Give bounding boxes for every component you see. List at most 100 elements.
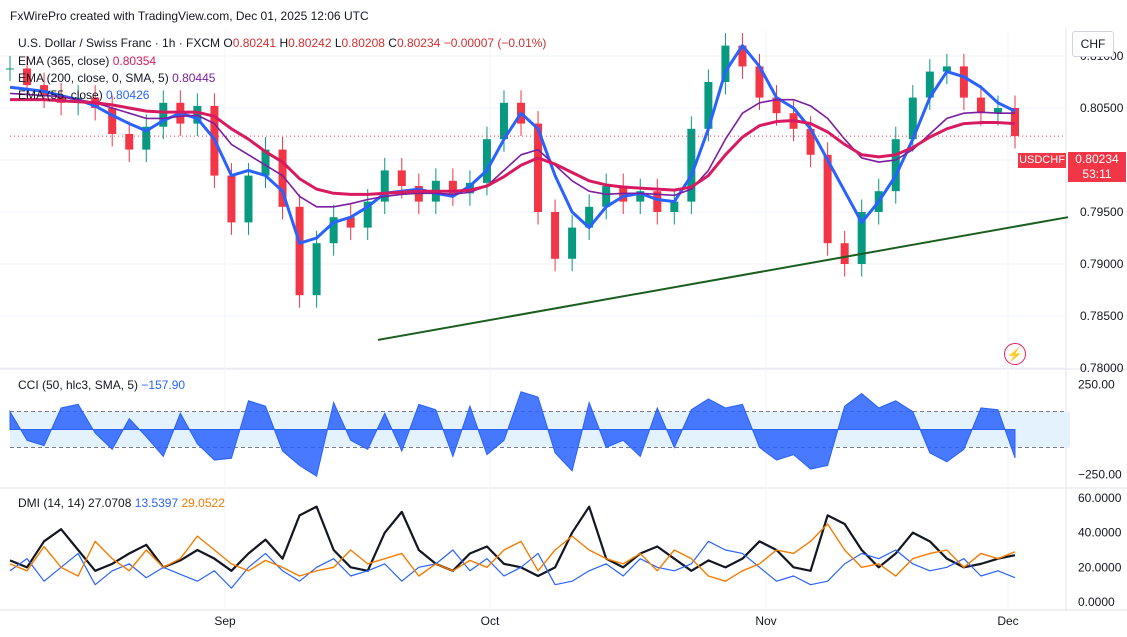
candle-body (687, 128, 696, 202)
candle-body (142, 126, 151, 150)
trendline (377, 216, 1069, 341)
candle-body (534, 123, 543, 212)
ema55-legend[interactable]: EMA (55, close) 0.80426 (18, 88, 149, 102)
dmi-label: DMI (14, 14) (18, 496, 85, 510)
candle-body (602, 186, 611, 207)
candle-body (346, 217, 355, 228)
candle-body (329, 217, 338, 244)
last-price-tag: 0.80234 53:11 (1068, 152, 1126, 182)
candle-body (312, 243, 321, 296)
candle-body (823, 154, 832, 244)
bar-countdown: 53:11 (1082, 167, 1112, 181)
candle-body (159, 102, 168, 127)
candle-body (857, 212, 866, 264)
candle-body (57, 95, 66, 103)
adx-value: 27.0708 (88, 496, 132, 510)
adx-line (9, 505, 1016, 578)
change-value: −0.00007 (−0.01%) (443, 36, 547, 50)
candle-body (721, 45, 730, 82)
time-tick-label: Sep (214, 614, 236, 628)
ema365-legend[interactable]: EMA (365, close) 0.80354 (18, 54, 156, 68)
candle-body (108, 108, 117, 134)
currency-button[interactable]: CHF (1072, 31, 1114, 57)
candle-body (670, 201, 679, 212)
minus-di-line (9, 523, 1016, 582)
candle-body (380, 170, 389, 202)
candle-body (738, 45, 747, 67)
candle-body (482, 139, 491, 183)
price-tick-label: 0.80500 (1080, 101, 1124, 115)
cci-legend[interactable]: CCI (50, hlc3, SMA, 5) −157.90 (18, 378, 185, 392)
candle-body (704, 82, 713, 129)
candle-body (278, 149, 287, 207)
candle-body (125, 134, 134, 150)
close-key: C (388, 36, 397, 50)
candle-body (942, 66, 951, 72)
symbol-label[interactable]: U.S. Dollar / Swiss Franc · 1h · FXCM (18, 36, 221, 50)
ema200-value: 0.80445 (172, 71, 216, 85)
ema200-line (9, 92, 1015, 208)
candle-body (397, 170, 406, 186)
price-tick-label: 0.78500 (1080, 309, 1124, 323)
price-tick-label: 0.78000 (1080, 361, 1124, 375)
candle-body (636, 191, 645, 202)
dmi-tick-label: 20.0000 (1078, 560, 1122, 574)
close-value: 0.80234 (396, 36, 441, 50)
time-tick-label: Dec (997, 614, 1018, 628)
candle-body (551, 212, 560, 259)
cci-value: −157.90 (141, 378, 186, 392)
minus-di-value: 29.0522 (181, 496, 225, 510)
candle-body (653, 191, 662, 212)
candle-body (755, 66, 764, 98)
price-tick-label: 0.79500 (1080, 205, 1124, 219)
candle-body (993, 108, 1002, 114)
candle-body (772, 97, 781, 114)
ema55-line (9, 44, 1016, 245)
ema365-value: 0.80354 (112, 54, 157, 68)
candle-body (23, 68, 32, 86)
low-key: L (334, 36, 342, 50)
candle-body (568, 227, 577, 259)
cci-tick-label: 250.00 (1078, 378, 1115, 392)
candle-body (891, 139, 900, 192)
ema365-line (10, 98, 1016, 196)
candle-body (6, 68, 14, 70)
candle-body (976, 97, 985, 114)
candle-body (448, 180, 457, 194)
dmi-tick-label: 60.0000 (1078, 491, 1122, 505)
lightning-icon[interactable]: ⚡ (1004, 343, 1026, 365)
ema200-label: EMA (200, close, 0, SMA, 5) (18, 71, 169, 85)
candle-body (806, 128, 815, 155)
candle-body (244, 175, 253, 223)
ema55-value: 0.80426 (106, 88, 150, 102)
time-tick-label: Nov (755, 614, 776, 628)
plus-di-line (9, 540, 1016, 589)
dmi-tick-label: 0.0000 (1078, 595, 1115, 609)
plus-di-value: 13.5397 (134, 496, 179, 510)
candle-body (295, 206, 304, 296)
high-key: H (279, 36, 289, 50)
candle-body (840, 243, 849, 264)
time-tick-label: Oct (481, 614, 500, 628)
candle-body (925, 71, 934, 98)
candle-body (227, 175, 236, 223)
tradingview-credit: FxWirePro created with TradingView.com, … (10, 9, 369, 23)
cci-tick-label: −250.00 (1078, 467, 1122, 481)
dmi-legend[interactable]: DMI (14, 14) 27.0708 13.5397 29.0522 (18, 496, 225, 510)
candle-body (465, 182, 474, 194)
last-price: 0.80234 (1075, 152, 1119, 166)
open-value: 0.80241 (232, 36, 277, 50)
candle-body (1011, 108, 1019, 137)
candle-body (908, 97, 917, 140)
ema200-legend[interactable]: EMA (200, close, 0, SMA, 5) 0.80445 (18, 71, 215, 85)
cci-area (9, 391, 1016, 478)
candle-body (585, 206, 594, 228)
price-tick-label: 0.79000 (1080, 257, 1124, 271)
candle-body (261, 149, 270, 176)
dmi-tick-label: 40.0000 (1078, 526, 1122, 540)
ema55-label: EMA (55, close) (18, 88, 103, 102)
high-value: 0.80242 (288, 36, 332, 50)
low-value: 0.80208 (341, 36, 385, 50)
ema365-label: EMA (365, close) (18, 54, 110, 68)
